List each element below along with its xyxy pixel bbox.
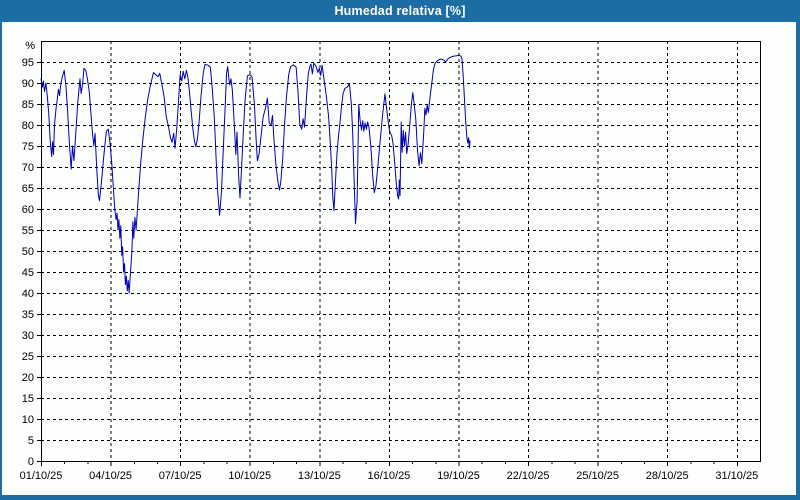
x-tick-label: 13/10/25: [298, 470, 341, 482]
x-axis-ticks: [41, 461, 738, 466]
y-tick-label: 30: [22, 330, 34, 342]
plot-frame: [41, 41, 761, 462]
y-tick-label: 85: [22, 99, 34, 111]
y-tick-label: 75: [22, 141, 34, 153]
gridlines: [41, 41, 760, 461]
x-tick-label: 07/10/25: [159, 470, 202, 482]
y-tick-label: 40: [22, 288, 34, 300]
y-tick-label: 80: [22, 120, 34, 132]
y-axis-ticks: [37, 62, 41, 462]
y-tick-label: 25: [22, 351, 34, 363]
x-tick-label: 28/10/25: [646, 470, 689, 482]
chart-title: Humedad relativa [%]: [334, 4, 466, 18]
y-axis-labels: 0 5 10 15 20 25 30 35 40 45 50 55 60 65 70 75 80 85 90 95%: [22, 40, 35, 468]
y-tick-label: 45: [22, 267, 34, 279]
chart-title-bar: Humedad relativa [%]: [0, 0, 800, 22]
x-tick-label: 19/10/25: [437, 470, 480, 482]
humidity-series-line: [40, 54, 471, 294]
x-tick-label: 31/10/25: [715, 470, 758, 482]
x-tick-label: 10/10/25: [228, 470, 271, 482]
x-tick-label: 25/10/25: [576, 470, 619, 482]
y-tick-label: 35: [22, 309, 34, 321]
y-axis-unit-label: %: [25, 40, 35, 52]
y-tick-label: 60: [22, 204, 34, 216]
x-tick-label: 16/10/25: [367, 470, 410, 482]
y-tick-label: 0: [28, 456, 34, 468]
y-tick-label: 50: [22, 246, 34, 258]
y-tick-label: 90: [22, 78, 34, 90]
y-tick-label: 5: [28, 435, 34, 447]
y-tick-label: 55: [22, 225, 34, 237]
y-tick-label: 10: [22, 414, 34, 426]
x-tick-label: 04/10/25: [89, 470, 132, 482]
y-tick-label: 15: [22, 393, 34, 405]
y-tick-label: 20: [22, 372, 34, 384]
y-tick-label: 95: [22, 57, 34, 69]
humidity-line-chart: 05101520253035404550556065707580859095%0…: [20, 40, 761, 482]
y-tick-label: 65: [22, 183, 34, 195]
x-tick-label: 01/10/25: [20, 470, 63, 482]
chart-area: 0 5 10 15 20 25 30 35 40 45 50 55 60 65 70 75 80 85 90 95% 0…: [2, 22, 796, 495]
x-axis-labels: 01/10/25 04/10/25 07/10/25 10/10/25 13/10/25…: [20, 470, 759, 482]
x-tick-label: 22/10/25: [507, 470, 550, 482]
y-tick-label: 70: [22, 162, 34, 174]
